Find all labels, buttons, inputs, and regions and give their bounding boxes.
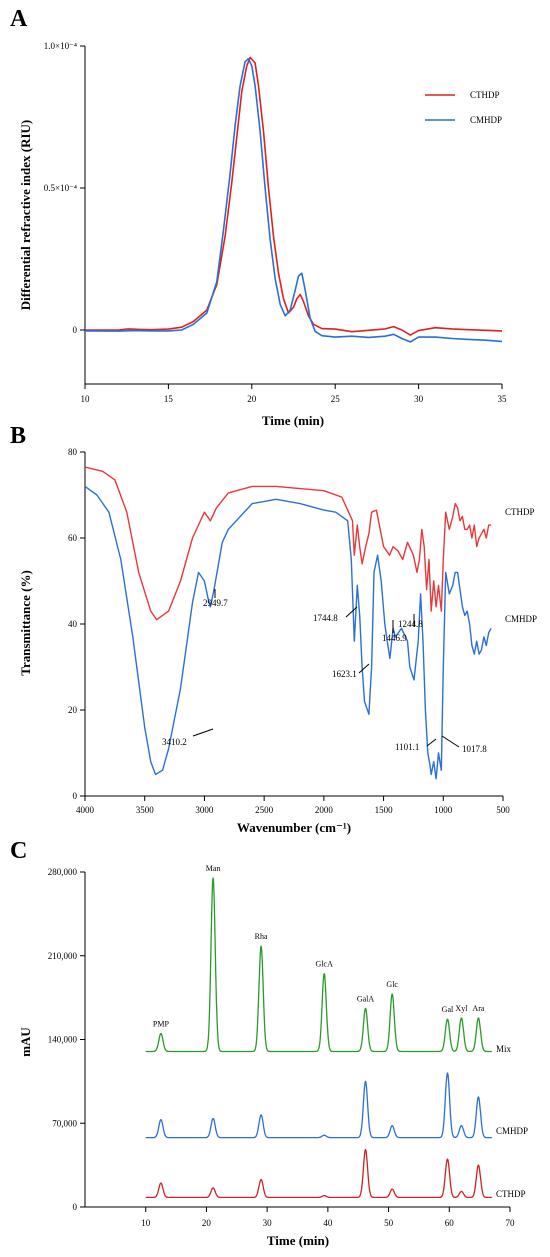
panel-b-series-label-cmhdp: CMHDP — [505, 614, 537, 624]
series-line-cthdp — [85, 56, 503, 336]
series-line-cthdp — [145, 1148, 493, 1199]
panel-b-x-tick-label: 1000 — [434, 805, 453, 815]
panel-c-y-tick-label: 140,000 — [48, 1035, 78, 1045]
annotation-leader — [192, 728, 214, 737]
panel-c-x-tick-label: 20 — [202, 1218, 212, 1228]
annotation-1446: 1446.9 — [382, 633, 407, 643]
panel-c-x-tick-label: 70 — [506, 1218, 516, 1228]
series-line-mix — [145, 877, 493, 1053]
annotation-leader — [426, 738, 437, 747]
peak-label-glca: GlcA — [316, 960, 334, 969]
legend-label-cmhdp: CMHDP — [470, 115, 502, 125]
panel-c-x-tick-label: 50 — [384, 1218, 394, 1228]
annotation-leader — [441, 735, 460, 748]
annotation-leader — [358, 663, 370, 674]
annotation-leader — [345, 606, 358, 618]
panel-c-y-tick-label: 280,000 — [48, 867, 78, 877]
panel-a-x-tick-label: 15 — [164, 394, 174, 404]
panel-c-x-tick-label: 60 — [445, 1218, 455, 1228]
panel-c-y-tick-label: 0 — [73, 1202, 78, 1212]
panel-c-series-label-cthdp: CTHDP — [496, 1189, 526, 1199]
peak-label-gala: GalA — [357, 994, 375, 1003]
annotation-1244: 1244.8 — [398, 619, 423, 629]
annotation-1744: 1744.8 — [313, 613, 338, 623]
panel-c-series-label-cmhdp: CMHDP — [496, 1126, 528, 1136]
panel-a-xlabel: Time (min) — [262, 413, 324, 428]
peak-label-rha: Rha — [255, 932, 268, 941]
panel-c-x-tick-label: 30 — [263, 1218, 273, 1228]
panel-b-xlabel: Wavenumber (cm⁻¹) — [237, 820, 351, 835]
panel-c-letter: C — [10, 838, 27, 864]
panel-a-x-tick-label: 30 — [414, 394, 424, 404]
annotation-2949: 2949.7 — [203, 598, 228, 608]
panel-c-xlabel: Time (min) — [267, 1233, 329, 1248]
panel-b-x-tick-label: 500 — [496, 805, 510, 815]
peak-label-ara: Ara — [472, 1004, 484, 1013]
panel-c-y-tick-label: 70,000 — [52, 1118, 77, 1128]
panel-b-x-tick-label: 3000 — [195, 805, 214, 815]
series-line-cmhdp — [145, 1072, 493, 1139]
panel-c-x-tick-label: 40 — [323, 1218, 333, 1228]
panel-a: A Differential refractive index (RIU) Ti… — [10, 6, 507, 428]
panel-b-y-tick-label: 60 — [68, 533, 78, 543]
panel-b-y-tick-label: 20 — [68, 705, 78, 715]
panel-a-x-tick-label: 10 — [81, 394, 91, 404]
peak-label-glc: Glc — [386, 980, 398, 989]
panel-b-x-tick-label: 4000 — [76, 805, 95, 815]
panel-b-y-tick-label: 0 — [73, 791, 78, 801]
panel-b-annotations: 3410.2 2949.7 1744.8 1623.1 1446.9 1244.… — [162, 589, 487, 754]
panel-b-letter: B — [10, 423, 26, 449]
panel-a-x-tick-label: 25 — [331, 394, 341, 404]
legend-label-cthdp: CTHDP — [470, 90, 500, 100]
panel-b-y-tick-label: 80 — [68, 447, 78, 457]
series-line-cmhdp — [84, 485, 492, 780]
annotation-1017: 1017.8 — [462, 744, 487, 754]
annotation-3410: 3410.2 — [162, 737, 187, 747]
series-line-cmhdp — [84, 57, 503, 343]
peak-label-gal: Gal — [442, 1005, 454, 1014]
panel-c-x-tick-label: 10 — [141, 1218, 151, 1228]
panel-c-y-tick-label: 210,000 — [48, 951, 78, 961]
panel-a-y-tick-label: 1.0×10⁻⁴ — [44, 41, 77, 51]
panel-b-y-tick-label: 40 — [68, 619, 78, 629]
panel-a-ylabel: Differential refractive index (RIU) — [18, 120, 33, 311]
peak-label-pmp: PMP — [153, 1020, 170, 1029]
panel-b-ylabel: Transmittance (%) — [18, 570, 33, 676]
panel-b: B Transmittance (%) Wavenumber (cm⁻¹) 40… — [10, 423, 537, 835]
panel-b-x-tick-label: 2000 — [315, 805, 334, 815]
panel-c-series-label-mix: Mix — [496, 1044, 512, 1054]
panel-c-ylabel: mAU — [18, 1027, 33, 1057]
panel-b-series-label-cthdp: CTHDP — [505, 507, 535, 517]
panel-c: C mAU Time (min) 10 20 30 40 50 60 70 0 70,000 14… — [10, 838, 528, 1248]
panel-a-x-tick-label: 20 — [247, 394, 257, 404]
peak-label-man: Man — [206, 864, 221, 873]
panel-b-x-tick-label: 1500 — [375, 805, 394, 815]
panel-a-y-tick-label: 0 — [73, 325, 78, 335]
panel-a-x-tick-label: 35 — [498, 394, 508, 404]
panel-b-x-tick-label: 2500 — [255, 805, 274, 815]
series-line-cthdp — [84, 466, 492, 621]
annotation-1101: 1101.1 — [395, 742, 419, 752]
peak-label-xyl: Xyl — [455, 1004, 468, 1013]
annotation-1623: 1623.1 — [332, 669, 357, 679]
panel-a-letter: A — [10, 6, 28, 32]
panel-b-x-tick-label: 3500 — [136, 805, 155, 815]
panel-a-y-tick-label: 0.5×10⁻⁴ — [44, 183, 77, 193]
